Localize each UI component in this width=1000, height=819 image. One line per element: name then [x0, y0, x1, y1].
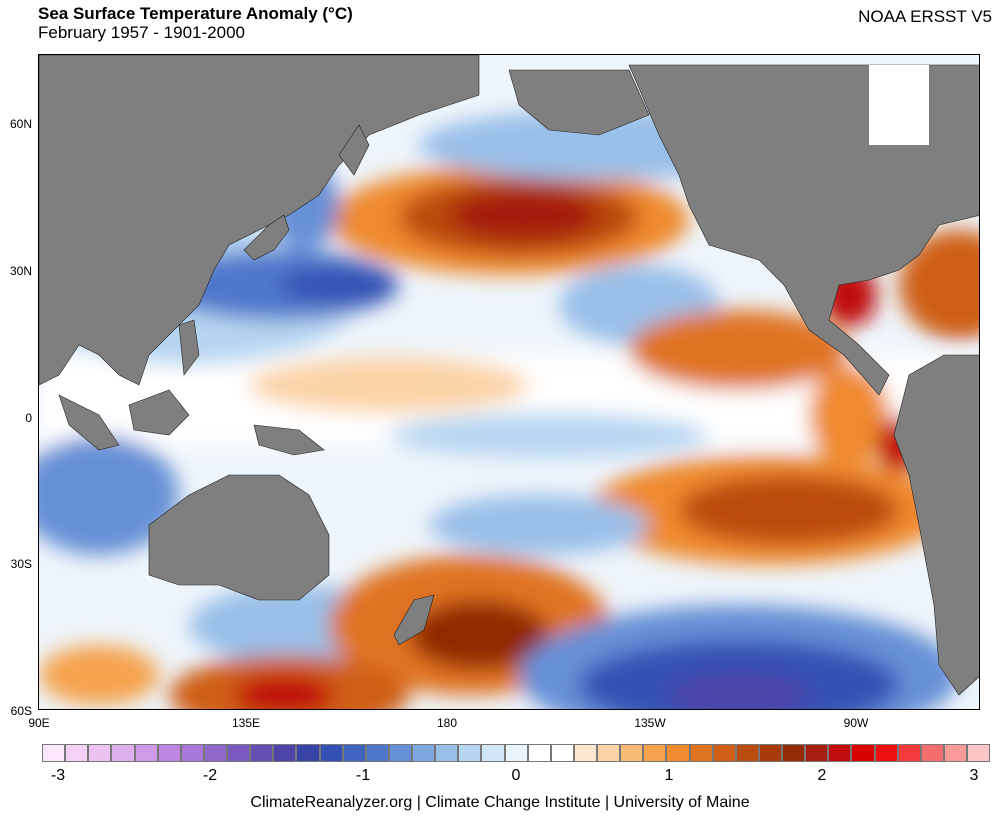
colorbar-swatch [227, 744, 251, 762]
colorbar-swatch [712, 744, 736, 762]
colorbar-tick-neg2: -2 [202, 767, 218, 784]
landmass-sumatra [58, 394, 120, 451]
colorbar-swatch [42, 744, 66, 762]
lon-label-180: 180 [436, 716, 458, 730]
colorbar-swatch [943, 744, 967, 762]
colorbar-swatch [805, 744, 829, 762]
lat-label-equator: 0 [25, 411, 32, 425]
colorbar-swatch [365, 744, 389, 762]
colorbar-swatch [735, 744, 759, 762]
lon-label-90w: 90W [843, 716, 869, 730]
colorbar-tick-neg3: -3 [50, 767, 66, 784]
colorbar-swatch [874, 744, 898, 762]
lat-label-30s: 30S [10, 557, 32, 571]
dataset-label: NOAA ERSST V5 [858, 7, 992, 26]
colorbar-swatch [666, 744, 690, 762]
colorbar-swatch [620, 744, 644, 762]
landmass-new-guinea [253, 424, 325, 456]
colorbar-swatch [689, 744, 713, 762]
colorbar-tick-2: 2 [817, 767, 827, 784]
map-subtitle: February 1957 - 1901-2000 [38, 23, 245, 42]
colorbar-swatch [458, 744, 482, 762]
landmass-borneo [128, 389, 190, 436]
colorbar-swatch [573, 744, 597, 762]
colorbar-tick-3: 3 [969, 767, 979, 784]
colorbar-swatch [481, 744, 505, 762]
colorbar-swatch [180, 744, 204, 762]
colorbar-swatch [134, 744, 158, 762]
colorbar-swatch [782, 744, 806, 762]
colorbar-swatch [758, 744, 782, 762]
landmass-philippines [178, 319, 200, 376]
colorbar-swatch [550, 744, 574, 762]
colorbar-swatch [388, 744, 412, 762]
landmass-asia [39, 55, 480, 386]
lon-label-135e: 135E [231, 716, 261, 730]
landmass-kamchatka [338, 124, 370, 176]
landmass-north-america [628, 64, 979, 396]
colorbar-swatch [319, 744, 343, 762]
lon-label-90e: 90E [28, 716, 50, 730]
lat-label-60n: 60N [9, 117, 32, 131]
colorbar-swatch [897, 744, 921, 762]
map-title: Sea Surface Temperature Anomaly (°C) [38, 4, 353, 23]
colorbar-swatch [273, 744, 297, 762]
colorbar-swatch [111, 744, 135, 762]
colorbar-swatch [920, 744, 944, 762]
colorbar-swatch [527, 744, 551, 762]
landmass-alaska [508, 69, 650, 136]
colorbar-swatch [597, 744, 621, 762]
anomaly-field [39, 110, 979, 709]
lat-label-60s: 60S [10, 704, 32, 718]
lon-label-135w: 135W [634, 716, 666, 730]
colorbar-swatch [412, 744, 436, 762]
colorbar-swatch [851, 744, 875, 762]
colorbar-swatch [828, 744, 852, 762]
colorbar-swatch [296, 744, 320, 762]
sst-anomaly-map [38, 54, 980, 710]
colorbar-tick-neg1: -1 [355, 767, 371, 784]
colorbar-swatch [203, 744, 227, 762]
colorbar-tick-0: 0 [511, 767, 521, 784]
credit-line: ClimateReanalyzer.org | Climate Change I… [250, 794, 750, 811]
lat-label-30n: 30N [9, 264, 32, 278]
colorbar-swatch [250, 744, 274, 762]
landmass-new-zealand [393, 594, 435, 646]
colorbar-swatch [65, 744, 89, 762]
colorbar-tick-1: 1 [664, 767, 674, 784]
landmass-south-america [893, 354, 979, 696]
colorbar-swatch [435, 744, 459, 762]
landmass-australia [148, 474, 330, 601]
colorbar [42, 744, 991, 764]
colorbar-swatch [88, 744, 112, 762]
colorbar-swatch [504, 744, 528, 762]
landmass-japan [243, 214, 290, 261]
colorbar-swatch [342, 744, 366, 762]
colorbar-swatch [967, 744, 991, 762]
colorbar-swatch [157, 744, 181, 762]
colorbar-swatch [643, 744, 667, 762]
